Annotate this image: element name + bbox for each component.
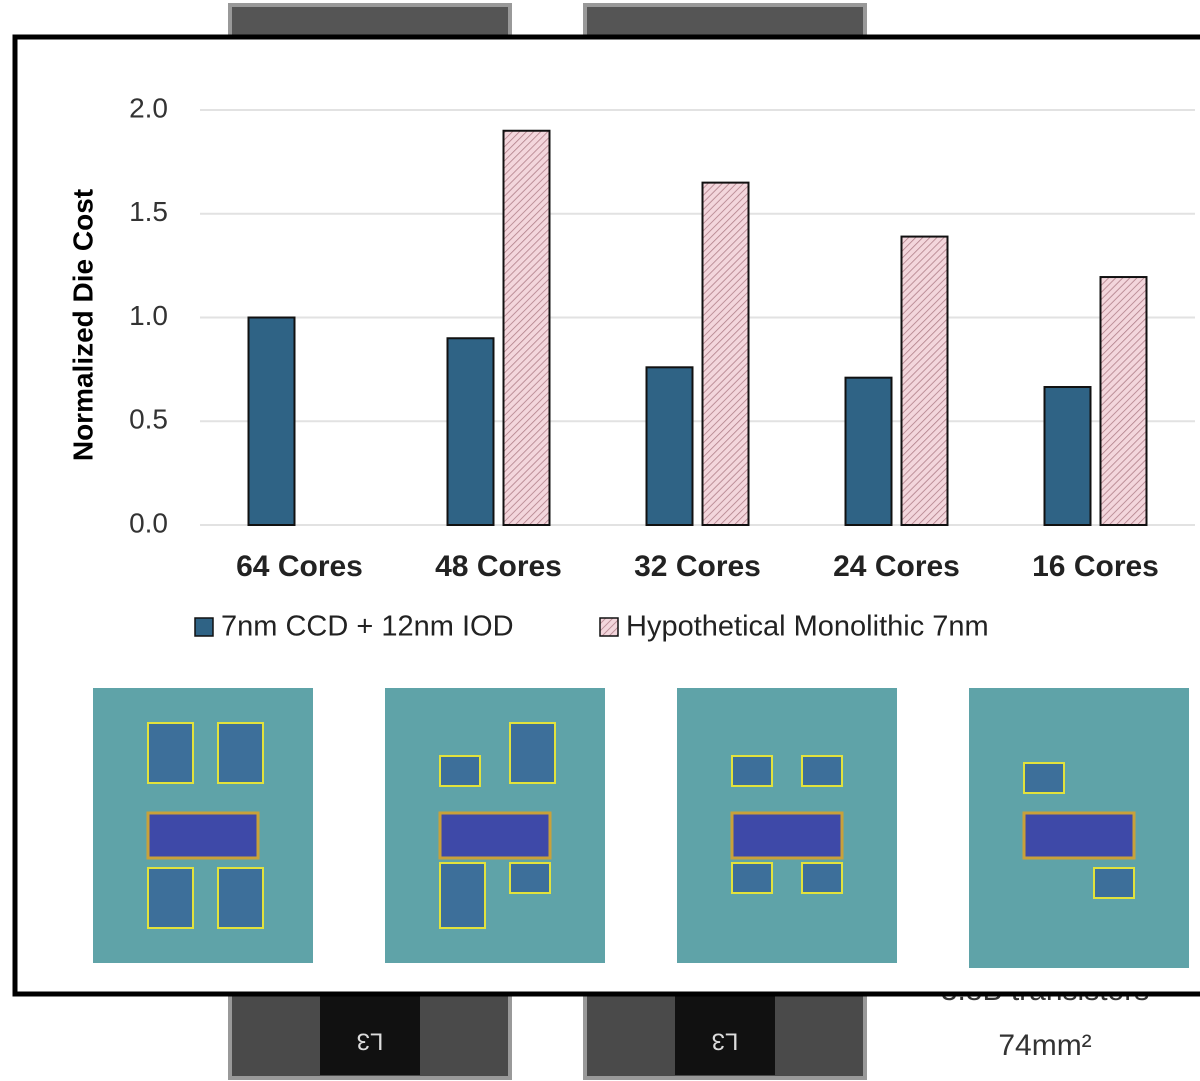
x-tick-label: 48 Cores <box>435 550 562 583</box>
x-tick-label: 16 Cores <box>1032 550 1159 583</box>
y-tick-label: 1.5 <box>129 196 168 227</box>
y-tick-label: 0.0 <box>129 507 168 538</box>
legend-label: 7nm CCD + 12nm IOD <box>221 611 514 643</box>
y-axis-label: Normalized Die Cost <box>67 189 98 461</box>
bar <box>1045 387 1091 525</box>
legend-swatch <box>195 618 213 636</box>
x-tick-label: 64 Cores <box>236 550 363 583</box>
legend-swatch <box>600 618 618 636</box>
page: {"chart_data": {"type": "bar", "categori… <box>0 0 1200 1081</box>
bar <box>1101 277 1147 525</box>
x-tick-label: 32 Cores <box>634 550 761 583</box>
x-tick-label: 24 Cores <box>833 550 960 583</box>
screenshot: L3 L3 3.8B transistors 74mm² Normalized … <box>0 0 1200 1081</box>
y-tick-label: 0.5 <box>129 404 168 435</box>
die-label: L3 <box>357 1028 384 1055</box>
die-label: L3 <box>712 1028 739 1055</box>
bar <box>846 378 892 525</box>
bar <box>703 183 749 525</box>
y-tick-label: 1.0 <box>129 300 168 331</box>
bar <box>504 131 550 525</box>
y-tick-label: 2.0 <box>129 92 168 123</box>
bar <box>647 367 693 525</box>
legend-label: Hypothetical Monolithic 7nm <box>626 611 989 643</box>
caption: 74mm² <box>998 1029 1091 1062</box>
bar <box>448 338 494 525</box>
bar <box>249 318 295 526</box>
bar <box>902 237 948 525</box>
